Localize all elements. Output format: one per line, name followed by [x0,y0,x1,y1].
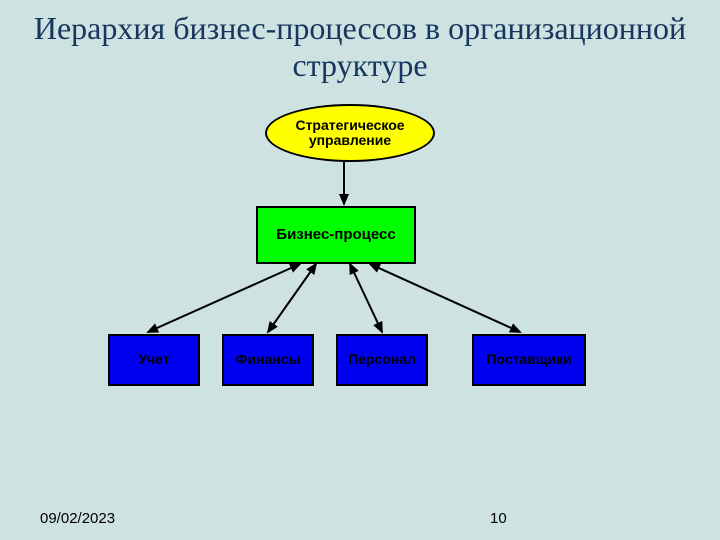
edge-bp-postavshiki [370,264,520,332]
node-bp: Бизнес-процесс [256,206,416,264]
node-strategic: Стратегическое управление [265,104,435,162]
node-personal: Персонал [336,334,428,386]
edge-bp-uchet [148,264,300,332]
footer-page: 10 [490,510,507,527]
slide: Иерархия бизнес-процессов в организацион… [0,0,720,540]
edge-bp-personal [350,264,382,332]
node-postavshiki: Поставщики [472,334,586,386]
node-finansy: Финансы [222,334,314,386]
footer-date: 09/02/2023 [40,510,115,527]
edge-bp-finansy [268,264,316,332]
node-uchet: Учет [108,334,200,386]
slide-title: Иерархия бизнес-процессов в организацион… [0,10,720,84]
